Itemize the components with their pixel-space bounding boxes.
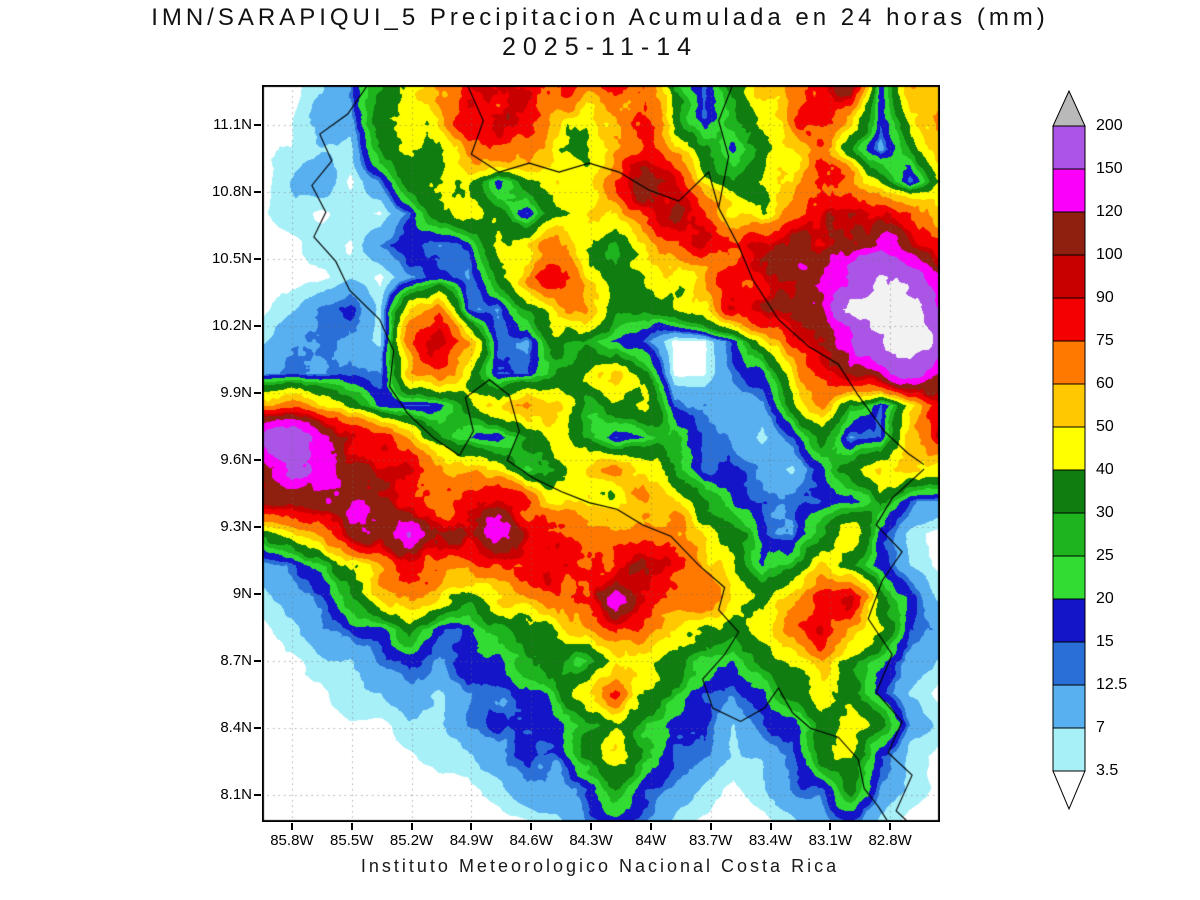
x-tick-mark bbox=[290, 823, 293, 830]
y-tick-label: 9.3N bbox=[220, 518, 252, 536]
colorbar-band bbox=[1052, 641, 1086, 686]
colorbar-label: 100 bbox=[1096, 246, 1123, 263]
y-tick-mark bbox=[254, 727, 261, 730]
colorbar-label: 40 bbox=[1096, 461, 1114, 478]
colorbar-overflow-arrow-up bbox=[1052, 90, 1086, 127]
x-tick-label: 83.4W bbox=[748, 832, 793, 849]
y-tick-mark bbox=[254, 526, 261, 529]
x-tick-mark bbox=[350, 823, 353, 830]
y-tick-label: 8.4N bbox=[220, 719, 252, 737]
colorbar-band bbox=[1052, 254, 1086, 299]
x-tick-mark bbox=[709, 823, 712, 830]
colorbar-label: 12.5 bbox=[1096, 676, 1128, 693]
colorbar-label: 30 bbox=[1096, 504, 1114, 521]
x-tick-mark bbox=[410, 823, 413, 830]
colorbar-band bbox=[1052, 168, 1086, 213]
x-tick-mark bbox=[530, 823, 533, 830]
y-tick-mark bbox=[254, 191, 261, 194]
colorbar-band bbox=[1052, 598, 1086, 643]
colorbar-band bbox=[1052, 426, 1086, 471]
colorbar-label: 25 bbox=[1096, 547, 1114, 564]
x-tick-label: 84.6W bbox=[509, 832, 553, 849]
y-tick-label: 11.1N bbox=[213, 116, 252, 134]
y-tick-label: 9.9N bbox=[220, 384, 252, 402]
y-tick-label: 9N bbox=[232, 585, 252, 603]
colorbar-band bbox=[1052, 383, 1086, 428]
y-tick-mark bbox=[254, 258, 261, 261]
colorbar-overflow-arrow-down bbox=[1052, 770, 1086, 811]
y-tick-mark bbox=[254, 392, 261, 395]
x-tick-label: 82.8W bbox=[868, 832, 912, 849]
y-tick-label: 10.2N bbox=[211, 317, 252, 335]
colorbar-label: 3.5 bbox=[1096, 762, 1119, 779]
y-tick-label: 10.5N bbox=[211, 250, 252, 268]
colorbar-band bbox=[1052, 125, 1086, 170]
y-tick-mark bbox=[254, 124, 261, 127]
x-tick-label: 85.5W bbox=[330, 832, 374, 849]
x-tick-label: 84.9W bbox=[449, 832, 494, 849]
colorbar-band bbox=[1052, 340, 1086, 385]
colorbar-label: 60 bbox=[1096, 375, 1114, 392]
x-tick-mark bbox=[649, 823, 652, 830]
precipitation-field-canvas bbox=[262, 85, 940, 822]
y-tick-label: 9.6N bbox=[220, 451, 252, 469]
y-tick-mark bbox=[254, 794, 261, 797]
page-title: IMN/SARAPIQUI_5 Precipitacion Acumulada … bbox=[151, 4, 1049, 31]
x-tick-mark bbox=[889, 823, 892, 830]
y-tick-mark bbox=[254, 593, 261, 596]
colorbar-label: 150 bbox=[1096, 160, 1123, 177]
x-tick-mark bbox=[829, 823, 832, 830]
footer-attribution: Instituto Meteorologico Nacional Costa R… bbox=[360, 856, 840, 876]
y-tick-mark bbox=[254, 325, 261, 328]
colorbar-band bbox=[1052, 469, 1086, 514]
colorbar-label: 200 bbox=[1096, 117, 1123, 134]
colorbar bbox=[1052, 90, 1086, 811]
colorbar-label: 120 bbox=[1096, 203, 1123, 220]
x-tick-label: 83.7W bbox=[688, 832, 733, 849]
map-plot-area bbox=[262, 85, 940, 822]
x-tick-label: 84.3W bbox=[569, 832, 613, 849]
colorbar-label: 15 bbox=[1096, 633, 1114, 650]
y-tick-label: 8.7N bbox=[220, 652, 252, 670]
x-tick-label: 85.8W bbox=[270, 832, 314, 849]
colorbar-label: 75 bbox=[1096, 332, 1114, 349]
colorbar-band bbox=[1052, 727, 1086, 772]
x-tick-mark bbox=[769, 823, 772, 830]
x-tick-mark bbox=[590, 823, 593, 830]
colorbar-label: 90 bbox=[1096, 289, 1114, 306]
chart-date: 2025-11-14 bbox=[501, 33, 699, 61]
x-tick-mark bbox=[470, 823, 473, 830]
colorbar-label: 7 bbox=[1096, 719, 1105, 736]
x-tick-label: 85.2W bbox=[389, 832, 434, 849]
y-tick-mark bbox=[254, 459, 261, 462]
colorbar-band bbox=[1052, 684, 1086, 729]
y-tick-mark bbox=[254, 660, 261, 663]
colorbar-band bbox=[1052, 512, 1086, 557]
colorbar-band bbox=[1052, 211, 1086, 256]
colorbar-label: 50 bbox=[1096, 418, 1114, 435]
colorbar-band bbox=[1052, 297, 1086, 342]
colorbar-band bbox=[1052, 555, 1086, 600]
colorbar-label: 20 bbox=[1096, 590, 1114, 607]
x-tick-label: 83.1W bbox=[808, 832, 852, 849]
y-tick-label: 10.8N bbox=[211, 183, 252, 201]
y-tick-label: 8.1N bbox=[220, 786, 252, 804]
x-tick-label: 84W bbox=[635, 832, 667, 849]
